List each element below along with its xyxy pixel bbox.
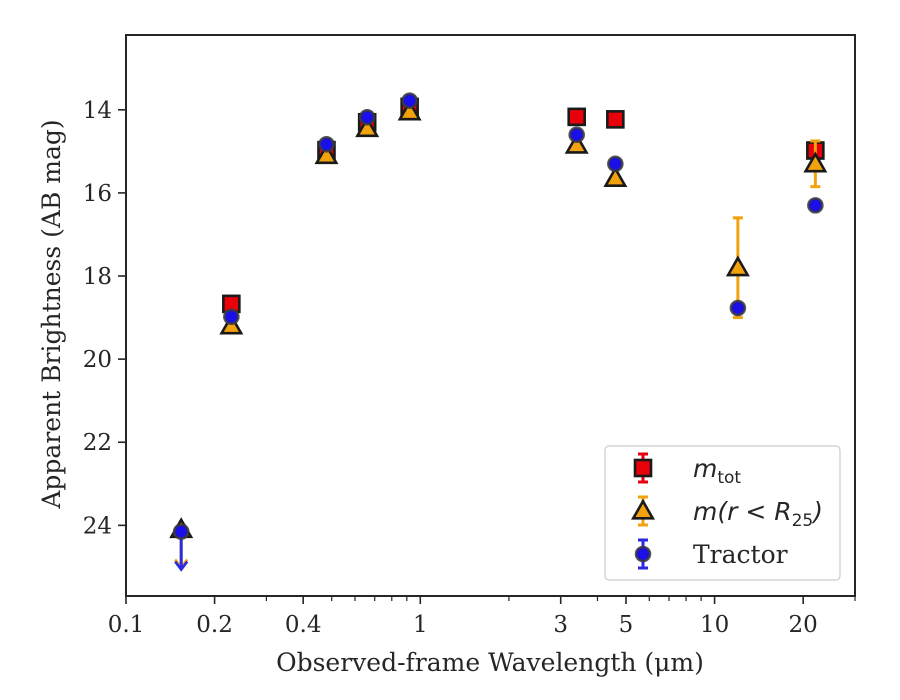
x-tick-label: 0.2 [196,612,233,638]
x-tick-label: 20 [789,612,818,638]
data-point [223,308,240,326]
legend-marker [630,498,656,520]
data-point [606,110,625,129]
y-tick-label: 16 [83,181,112,207]
y-axis-label: Apparent Brightness (AB mag) [37,119,66,509]
data-point [725,255,750,277]
data-point [567,107,587,127]
data-marks [169,92,828,572]
legend-entry: Tractor [634,538,788,570]
legend: mtot m(r < R25) Tractor [604,445,841,581]
data-point [355,116,380,138]
data-point [807,197,824,214]
x-tick-label: 1 [413,612,428,638]
axes: 0.1 0.2 0.4 1 3 5 10 20 14 16 18 20 22 24 [83,34,856,638]
data-point [358,108,376,126]
data-point [729,299,747,317]
legend-label: mtot [693,454,741,488]
plot-frame [125,34,856,597]
upper-limit-arrowhead [174,560,189,572]
x-tick-label: 5 [619,612,634,638]
x-tick-label: 0.1 [108,612,145,638]
data-point [803,151,828,173]
y-tick-label: 24 [83,513,112,539]
x-tick-label: 10 [700,612,729,638]
data-point [172,523,190,540]
legend-entry: m(r < R25) [630,495,823,531]
x-axis-label: Observed-frame Wavelength (μm) [276,648,704,677]
legend-marker [633,458,653,478]
y-tick-label: 14 [83,98,112,124]
legend-marker [634,545,652,563]
data-point [568,126,586,144]
data-point [564,132,589,154]
y-tick-label: 20 [83,347,112,373]
data-point [397,99,422,121]
y-tick-label: 22 [83,430,112,456]
data-point [314,143,339,165]
x-tick-label: 3 [553,612,568,638]
legend-box [604,445,841,581]
x-tick-label: 0.4 [285,612,322,638]
y-tick-label: 18 [83,264,112,290]
data-point [401,92,418,109]
data-point [318,135,335,153]
series-circle [172,92,824,572]
data-point [607,155,624,173]
legend-entry: mtot [633,452,741,488]
legend-label: Tractor [693,540,788,569]
data-point [603,165,628,187]
